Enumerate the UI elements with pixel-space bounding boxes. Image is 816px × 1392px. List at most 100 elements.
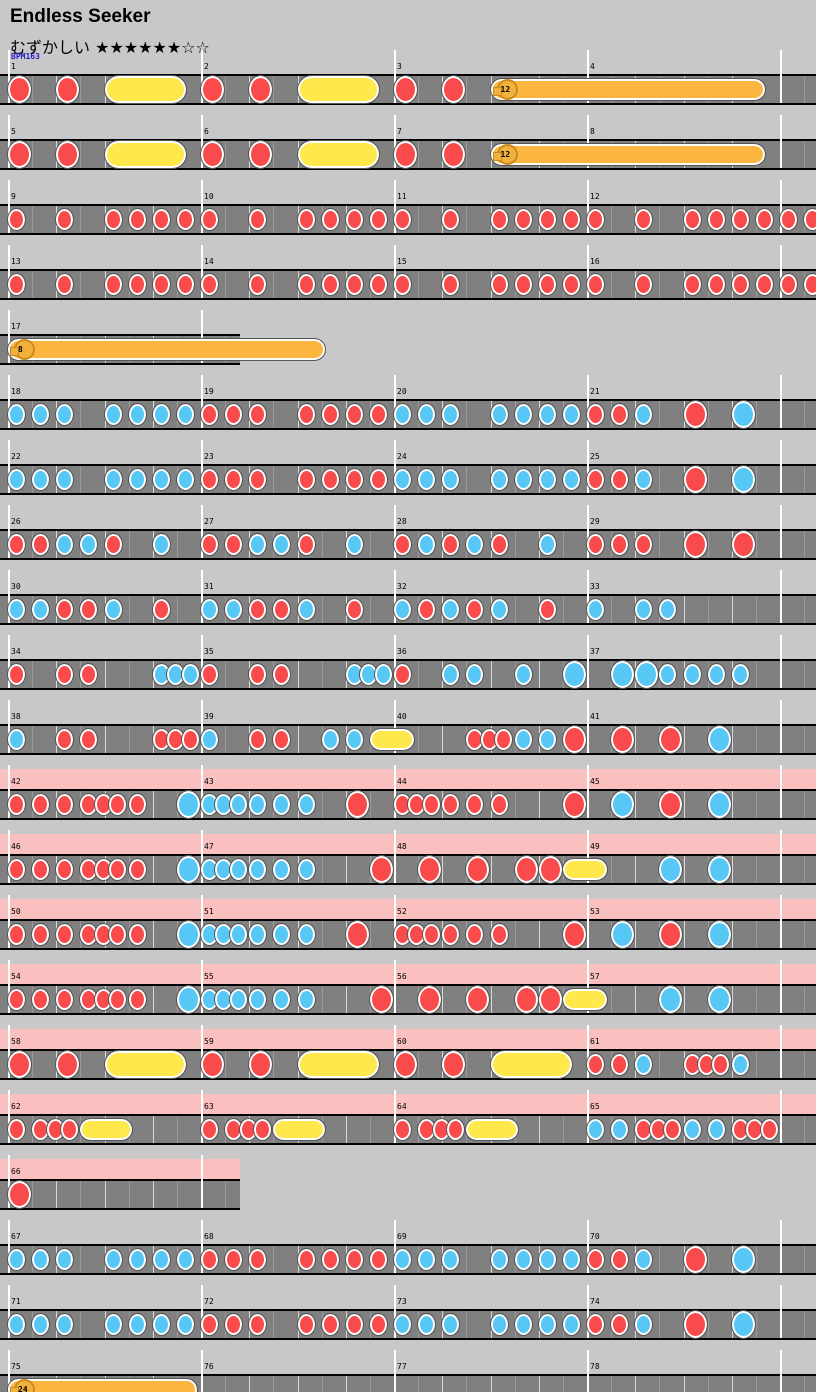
don-note[interactable] (200, 403, 219, 426)
don-note[interactable] (417, 598, 437, 621)
drumroll-note[interactable] (79, 1118, 134, 1141)
don-note[interactable] (224, 403, 244, 426)
drumroll-note[interactable] (465, 1118, 520, 1141)
drumroll-note[interactable] (103, 75, 187, 104)
don-note[interactable] (421, 793, 441, 816)
ka-note[interactable] (320, 728, 340, 751)
don-note[interactable] (200, 208, 219, 231)
don-note[interactable] (779, 273, 798, 296)
big-don-note[interactable] (682, 400, 708, 429)
don-note[interactable] (127, 273, 147, 296)
don-note[interactable] (759, 1118, 779, 1141)
ka-note[interactable] (55, 1248, 75, 1271)
don-note[interactable] (296, 1313, 316, 1336)
don-note[interactable] (489, 208, 509, 231)
big-don-note[interactable] (465, 855, 491, 884)
ka-note[interactable] (103, 598, 123, 621)
ka-note[interactable] (296, 923, 316, 946)
don-note[interactable] (320, 1248, 340, 1271)
don-note[interactable] (344, 403, 364, 426)
don-note[interactable] (344, 208, 364, 231)
ka-note[interactable] (441, 663, 461, 686)
don-note[interactable] (586, 273, 605, 296)
don-note[interactable] (55, 793, 75, 816)
big-ka-note[interactable] (561, 660, 587, 689)
don-note[interactable] (634, 273, 654, 296)
don-note[interactable] (55, 858, 75, 881)
don-note[interactable] (55, 208, 75, 231)
ka-note[interactable] (296, 793, 316, 816)
ka-note[interactable] (31, 468, 51, 491)
big-ka-note[interactable] (175, 790, 201, 819)
don-note[interactable] (7, 208, 26, 231)
don-note[interactable] (103, 273, 123, 296)
ka-note[interactable] (561, 1248, 581, 1271)
ka-note[interactable] (537, 403, 557, 426)
don-note[interactable] (103, 208, 123, 231)
ka-note[interactable] (248, 988, 268, 1011)
don-note[interactable] (31, 923, 51, 946)
drumroll-note[interactable] (103, 140, 187, 169)
ka-note[interactable] (175, 1313, 195, 1336)
don-note[interactable] (610, 1053, 630, 1076)
ka-note[interactable] (228, 793, 248, 816)
ka-note[interactable] (513, 1248, 533, 1271)
ka-note[interactable] (586, 1118, 605, 1141)
big-don-note[interactable] (441, 75, 467, 104)
don-note[interactable] (296, 468, 316, 491)
big-don-note[interactable] (465, 985, 491, 1014)
don-note[interactable] (494, 728, 514, 751)
ka-note[interactable] (103, 1313, 123, 1336)
ka-note[interactable] (441, 1313, 461, 1336)
ka-note[interactable] (634, 1313, 654, 1336)
ka-note[interactable] (489, 1248, 509, 1271)
don-note[interactable] (79, 663, 99, 686)
drumroll-note[interactable] (368, 728, 416, 751)
ka-note[interactable] (489, 468, 509, 491)
ka-note[interactable] (127, 403, 147, 426)
ka-note[interactable] (682, 1118, 702, 1141)
ka-note[interactable] (31, 403, 51, 426)
ka-note[interactable] (417, 1313, 437, 1336)
ka-note[interactable] (634, 598, 654, 621)
don-note[interactable] (103, 533, 123, 556)
don-note[interactable] (151, 273, 171, 296)
ka-note[interactable] (730, 663, 750, 686)
ka-note[interactable] (228, 858, 248, 881)
big-don-note[interactable] (7, 75, 32, 104)
big-don-note[interactable] (658, 790, 684, 819)
big-ka-note[interactable] (610, 660, 636, 689)
ka-note[interactable] (706, 663, 726, 686)
don-note[interactable] (610, 403, 630, 426)
ka-note[interactable] (489, 403, 509, 426)
don-note[interactable] (175, 273, 195, 296)
ka-note[interactable] (200, 598, 219, 621)
don-note[interactable] (55, 598, 75, 621)
don-note[interactable] (55, 663, 75, 686)
don-note[interactable] (441, 923, 461, 946)
ka-note[interactable] (344, 728, 364, 751)
big-don-note[interactable] (682, 530, 708, 559)
don-note[interactable] (344, 468, 364, 491)
don-note[interactable] (151, 598, 171, 621)
don-note[interactable] (368, 468, 388, 491)
don-note[interactable] (610, 1248, 630, 1271)
big-ka-note[interactable] (706, 985, 732, 1014)
balloon-note-body[interactable] (489, 143, 766, 166)
ka-note[interactable] (248, 793, 268, 816)
ka-note[interactable] (55, 1313, 75, 1336)
don-note[interactable] (441, 208, 461, 231)
big-ka-note[interactable] (706, 920, 732, 949)
don-note[interactable] (610, 1313, 630, 1336)
don-note[interactable] (55, 988, 75, 1011)
ka-note[interactable] (465, 663, 485, 686)
ka-note[interactable] (610, 1118, 630, 1141)
ka-note[interactable] (393, 598, 412, 621)
drumroll-note[interactable] (103, 1050, 187, 1079)
ka-note[interactable] (55, 403, 75, 426)
don-note[interactable] (663, 1118, 683, 1141)
big-ka-note[interactable] (658, 855, 684, 884)
big-ka-note[interactable] (175, 985, 201, 1014)
ka-note[interactable] (103, 468, 123, 491)
ka-note[interactable] (465, 533, 485, 556)
